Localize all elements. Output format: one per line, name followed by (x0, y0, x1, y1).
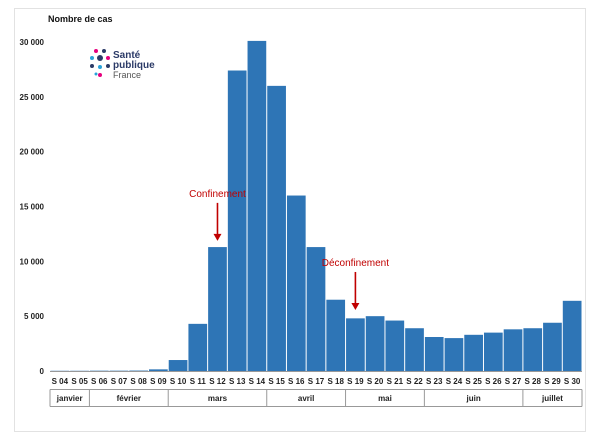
month-label: juin (466, 394, 481, 403)
y-tick-label: 0 (40, 367, 45, 376)
bar-s26 (483, 332, 503, 371)
bar-s27 (503, 329, 523, 371)
bar-s15 (267, 85, 286, 371)
bar-s13 (227, 70, 247, 371)
x-tick-label: S 13 (229, 377, 246, 386)
x-tick-label: S 19 (347, 377, 364, 386)
x-tick-label: S 26 (485, 377, 502, 386)
month-label: janvier (56, 394, 83, 403)
y-tick-label: 15 000 (20, 203, 45, 212)
logo-dot (94, 49, 98, 53)
x-tick-label: S 27 (505, 377, 522, 386)
bar-s14 (247, 40, 267, 372)
y-axis-title: Nombre de cas (48, 14, 113, 24)
bar-s21 (385, 320, 405, 371)
logo-dot (94, 72, 98, 76)
x-tick-label: S 12 (209, 377, 226, 386)
month-label: mai (378, 394, 392, 403)
month-label: février (117, 394, 141, 403)
x-tick-label: S 30 (564, 377, 581, 386)
santé-publique-france-logo: Santé publique France (90, 49, 155, 80)
bar-s17 (306, 247, 326, 371)
x-tick-label: S 21 (387, 377, 404, 386)
bar-s29 (543, 322, 562, 371)
bar-s10 (168, 360, 188, 371)
bar-s07 (109, 370, 129, 372)
bars (50, 40, 582, 372)
x-tick-label: S 24 (446, 377, 463, 386)
y-tick-label: 30 000 (20, 38, 45, 47)
x-tick-label: S 14 (249, 377, 266, 386)
y-axis-ticks: 0 5 000 10 000 15 000 20 000 25 000 30 000 (20, 38, 45, 376)
bar-s09 (149, 369, 168, 371)
logo-dot (98, 73, 102, 77)
logo-line-1: Santé (113, 50, 141, 61)
bar-s24 (444, 338, 464, 371)
x-tick-label: S 11 (190, 377, 207, 386)
annotation-arrow-head (351, 302, 360, 310)
x-tick-label: S 05 (71, 377, 88, 386)
x-tick-label: S 25 (465, 377, 482, 386)
logo-dot (90, 64, 94, 68)
logo-line-3: France (113, 70, 141, 80)
annotation-label: Confinement (189, 189, 246, 200)
x-tick-label: S 10 (170, 377, 187, 386)
month-label: juillet (541, 394, 563, 403)
bar-s08 (129, 370, 149, 372)
x-tick-label: S 22 (406, 377, 423, 386)
x-tick-label: S 29 (544, 377, 561, 386)
x-tick-label: S 23 (426, 377, 443, 386)
logo-dot (97, 55, 103, 61)
bar-s23 (424, 337, 444, 371)
bar-s16 (286, 195, 306, 371)
bar-s28 (523, 328, 543, 371)
logo-dot (106, 64, 110, 68)
y-tick-label: 5 000 (24, 312, 45, 321)
x-tick-label: S 06 (91, 377, 108, 386)
x-tick-label: S 28 (525, 377, 542, 386)
bar-s06 (89, 370, 109, 372)
logo-dot (106, 56, 110, 60)
bar-s20 (365, 316, 385, 371)
bar-s18 (326, 299, 346, 371)
logo-line-2: publique (113, 60, 155, 71)
month-label: avril (298, 394, 314, 403)
logo-dot (90, 56, 94, 60)
x-tick-label: S 08 (130, 377, 147, 386)
bar-s12 (208, 247, 227, 371)
x-tick-label: S 15 (268, 377, 285, 386)
x-tick-label: S 18 (327, 377, 344, 386)
logo-dot (102, 49, 106, 53)
annotation-arrow-head (213, 233, 222, 241)
bar-s30 (562, 300, 582, 371)
bar-s19 (346, 318, 365, 371)
logo-dot (98, 65, 102, 69)
x-tick-label: S 20 (367, 377, 384, 386)
x-tick-label: S 09 (150, 377, 167, 386)
y-tick-label: 20 000 (20, 148, 45, 157)
x-tick-label: S 04 (52, 377, 69, 386)
y-tick-label: 25 000 (20, 93, 45, 102)
bar-s22 (405, 328, 424, 371)
x-tick-label: S 16 (288, 377, 305, 386)
x-axis: S 04 S 05 S 06 S 07 S 08 S 09 S 10 S 11 S 12 S 13… (49, 371, 583, 407)
annotation-label: Déconfinement (322, 258, 389, 269)
x-tick-label: S 17 (308, 377, 325, 386)
y-tick-label: 10 000 (20, 257, 45, 266)
bar-s11 (188, 323, 208, 371)
bar-s25 (464, 334, 483, 371)
month-label: mars (208, 394, 228, 403)
x-tick-label: S 07 (111, 377, 128, 386)
annotations: Confinement Déconfinement (189, 189, 389, 310)
